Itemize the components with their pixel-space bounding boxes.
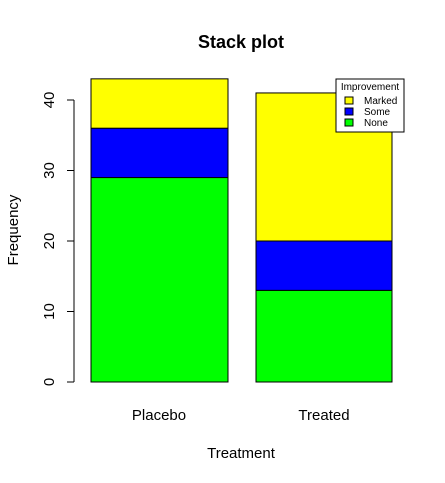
y-tick-label: 30	[41, 162, 58, 179]
x-tick-label-placebo: Placebo	[132, 407, 186, 424]
y-tick-label: 0	[41, 378, 58, 386]
bar-segment-placebo-none	[90, 177, 229, 383]
y-tick-label: 10	[41, 303, 58, 320]
y-tick-label: 40	[41, 92, 58, 109]
y-tick-label: 20	[41, 233, 58, 250]
legend-label-some: Some	[364, 107, 391, 118]
legend-swatch-some	[344, 107, 354, 116]
bar-segment-placebo-marked	[90, 78, 229, 129]
x-axis: Placebo Treated	[132, 407, 350, 424]
legend-swatch-marked	[344, 96, 354, 105]
legend-label-none: None	[364, 118, 388, 129]
bar-segment-treated-some	[255, 240, 393, 291]
x-tick-label-treated: Treated	[298, 407, 349, 424]
y-axis-label: Frequency	[5, 194, 22, 265]
bar-group	[90, 78, 393, 383]
y-axis: 0 10 20 30 40	[41, 92, 75, 386]
bar-segment-treated-none	[255, 289, 393, 383]
legend-swatch-none	[344, 118, 354, 127]
x-axis-label: Treatment	[207, 445, 276, 462]
bar-segment-placebo-some	[90, 127, 229, 179]
chart-title: Stack plot	[198, 32, 284, 52]
legend-label-marked: Marked	[364, 96, 397, 107]
legend-title: Improvement	[341, 82, 400, 93]
